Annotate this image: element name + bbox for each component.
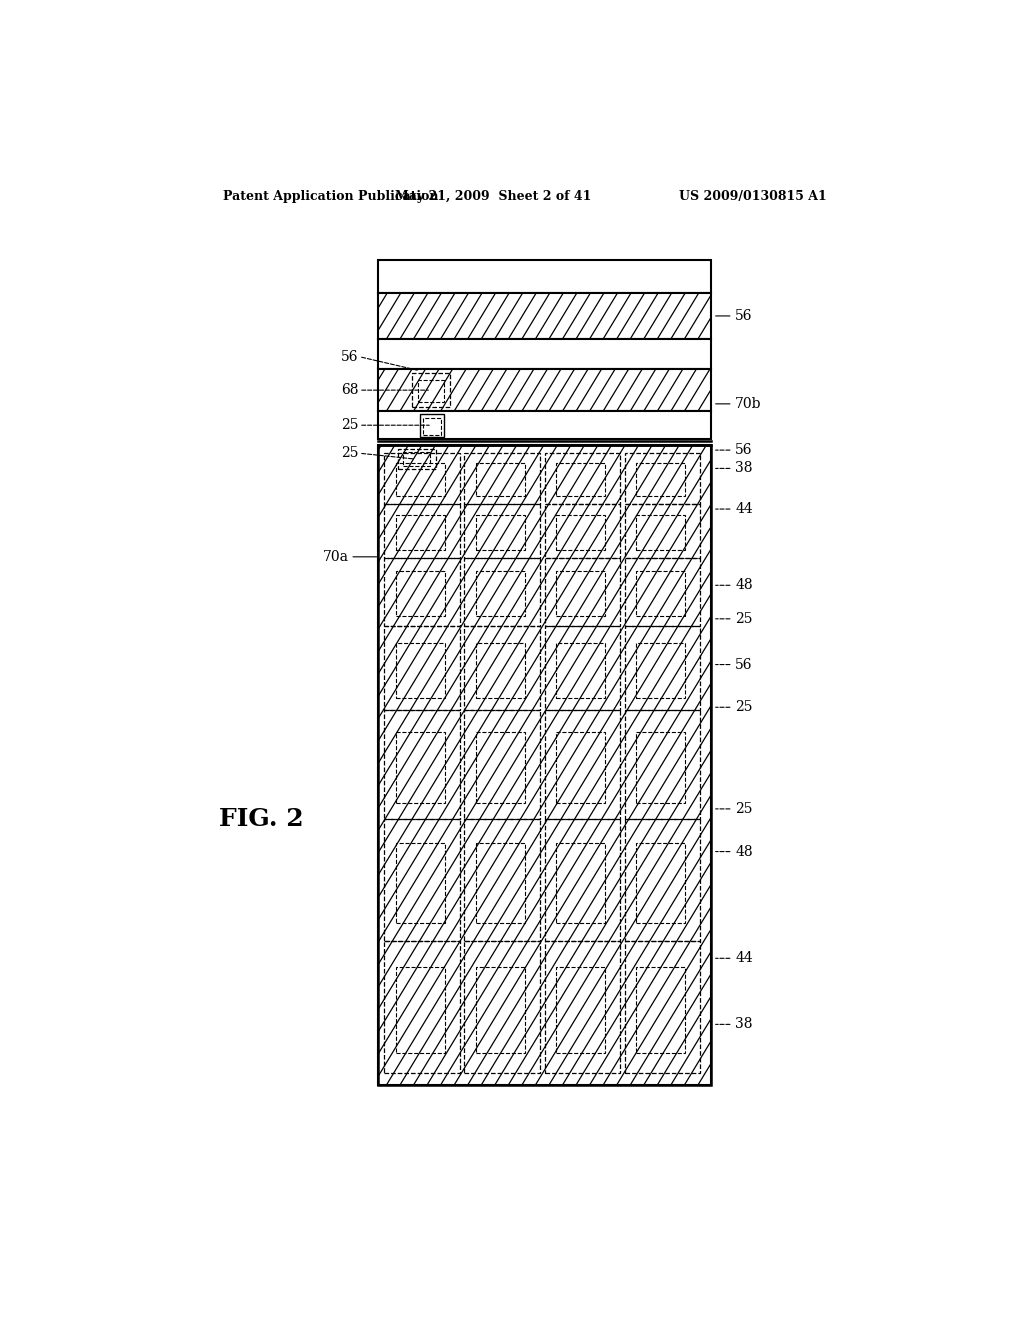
Bar: [545, 558, 621, 626]
Bar: [545, 941, 621, 1073]
Bar: [636, 843, 685, 923]
Bar: [636, 733, 685, 803]
Bar: [476, 515, 524, 549]
Bar: [545, 710, 621, 818]
Bar: [384, 941, 460, 1073]
Bar: [556, 463, 605, 496]
Bar: [476, 968, 524, 1053]
Bar: [384, 504, 460, 558]
Bar: [378, 412, 712, 440]
Text: 56: 56: [735, 444, 753, 457]
Bar: [556, 643, 605, 698]
Bar: [395, 968, 444, 1053]
Bar: [465, 558, 540, 626]
Bar: [403, 453, 430, 466]
Text: May 21, 2009  Sheet 2 of 41: May 21, 2009 Sheet 2 of 41: [395, 190, 591, 202]
Bar: [378, 339, 712, 368]
Bar: [395, 843, 444, 923]
Bar: [384, 558, 460, 626]
Bar: [476, 572, 524, 615]
Bar: [378, 293, 712, 339]
Text: 70a: 70a: [323, 550, 348, 564]
Bar: [556, 515, 605, 549]
Text: 25: 25: [735, 612, 753, 626]
Bar: [465, 453, 540, 504]
Bar: [556, 733, 605, 803]
Bar: [384, 818, 460, 941]
Bar: [636, 515, 685, 549]
Text: 44: 44: [735, 502, 753, 516]
Bar: [545, 626, 621, 710]
Bar: [545, 504, 621, 558]
Bar: [625, 504, 700, 558]
Bar: [625, 626, 700, 710]
Bar: [378, 368, 712, 412]
Bar: [636, 968, 685, 1053]
Bar: [378, 260, 712, 293]
Bar: [625, 558, 700, 626]
Bar: [465, 818, 540, 941]
Bar: [465, 504, 540, 558]
Text: Patent Application Publication: Patent Application Publication: [223, 190, 438, 202]
Text: 68: 68: [341, 383, 358, 397]
Bar: [625, 710, 700, 818]
Bar: [545, 453, 621, 504]
Bar: [476, 643, 524, 698]
Bar: [420, 413, 443, 437]
Text: 48: 48: [735, 578, 753, 593]
Bar: [384, 626, 460, 710]
Bar: [625, 453, 700, 504]
Text: FIG. 2: FIG. 2: [219, 807, 304, 832]
Text: 25: 25: [735, 700, 753, 714]
Text: 44: 44: [735, 952, 753, 965]
Bar: [545, 818, 621, 941]
Bar: [378, 445, 712, 1085]
Bar: [556, 843, 605, 923]
Text: 56: 56: [341, 350, 358, 363]
Text: 25: 25: [341, 418, 358, 432]
Bar: [465, 941, 540, 1073]
Bar: [384, 710, 460, 818]
Bar: [412, 372, 451, 408]
Text: 25: 25: [735, 801, 753, 816]
Text: 38: 38: [735, 1018, 753, 1031]
Bar: [625, 941, 700, 1073]
Bar: [395, 643, 444, 698]
Text: 25: 25: [341, 446, 358, 461]
Bar: [378, 445, 712, 1085]
Bar: [465, 710, 540, 818]
Bar: [395, 515, 444, 549]
Bar: [395, 463, 444, 496]
Bar: [476, 463, 524, 496]
Text: 70b: 70b: [735, 397, 762, 411]
Bar: [476, 843, 524, 923]
Bar: [395, 733, 444, 803]
Bar: [636, 643, 685, 698]
Bar: [384, 453, 460, 504]
Bar: [556, 968, 605, 1053]
Bar: [636, 572, 685, 615]
Text: 48: 48: [735, 845, 753, 858]
Text: 38: 38: [735, 462, 753, 475]
Text: 56: 56: [735, 309, 753, 323]
Text: US 2009/0130815 A1: US 2009/0130815 A1: [679, 190, 826, 202]
Text: 56: 56: [735, 657, 753, 672]
Bar: [395, 572, 444, 615]
Bar: [625, 818, 700, 941]
Bar: [423, 418, 440, 434]
Bar: [397, 449, 436, 470]
Bar: [419, 380, 443, 403]
Bar: [465, 626, 540, 710]
Bar: [636, 463, 685, 496]
Bar: [556, 572, 605, 615]
Bar: [476, 733, 524, 803]
